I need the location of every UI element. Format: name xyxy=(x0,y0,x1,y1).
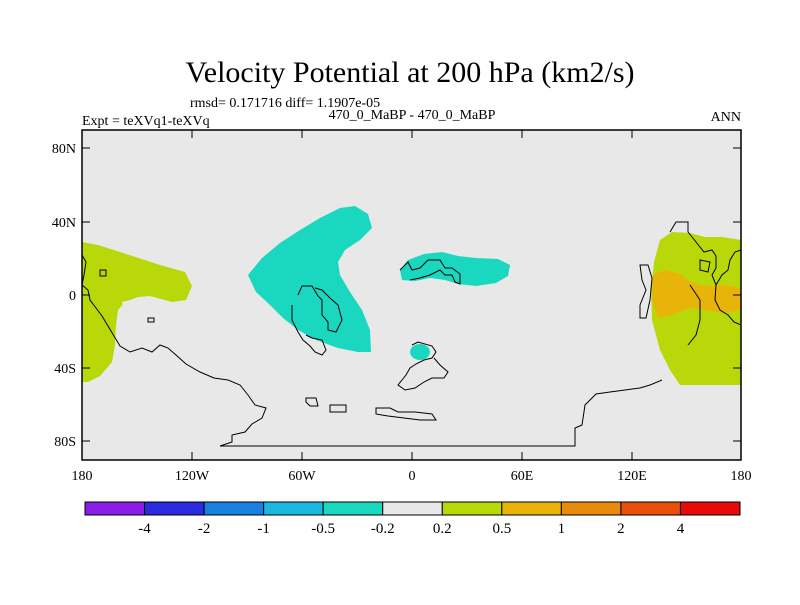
colorbar-swatch xyxy=(144,501,205,516)
coastline-india xyxy=(397,341,449,391)
colorbar-swatch xyxy=(620,501,681,516)
coastline-asia xyxy=(399,259,461,285)
colorbar-label: 0.5 xyxy=(492,521,511,537)
colorbar-label: -2 xyxy=(198,521,211,537)
coastline-americas xyxy=(81,254,267,447)
coastline-australia-east xyxy=(639,264,653,319)
y-tick-label: 80N xyxy=(52,142,76,157)
map-title: Velocity Potential at 200 hPa (km2/s) xyxy=(185,56,634,89)
colorbar-swatch xyxy=(441,501,503,516)
x-tick-label: 60W xyxy=(288,469,316,484)
coastline-antarctica xyxy=(220,379,663,447)
colorbar-label: 1 xyxy=(558,521,566,537)
case-label: 470_0_MaBP - 470_0_MaBP xyxy=(329,108,496,123)
coastline-africa xyxy=(291,285,343,356)
colorbar-label: 0.2 xyxy=(433,521,452,537)
x-tick-labels: 180 120W 60W 0 60E 120E 180 xyxy=(72,469,752,484)
colorbar-label: -0.5 xyxy=(311,521,335,537)
colorbar: -4 -2 -1 -0.5 -0.2 0.2 0.5 1 2 4 xyxy=(84,501,741,537)
y-tick-labels: 80N 40N 0 40S 80S xyxy=(52,142,76,450)
coastline-pacific xyxy=(669,221,742,346)
coastline-island-1 xyxy=(305,397,347,413)
colorbar-swatch xyxy=(263,501,324,516)
x-tick-label: 60E xyxy=(511,469,534,484)
stats-label: rmsd= 0.171716 diff= 1.1907e-05 xyxy=(190,96,380,111)
x-tick-label: 120E xyxy=(617,469,647,484)
expt-label: Expt = teXVq1-teXVq xyxy=(82,114,210,129)
x-tick-label: 120W xyxy=(175,469,210,484)
negative-spot-south xyxy=(410,344,430,360)
y-tick-label: 40N xyxy=(52,216,76,231)
positive-region-west xyxy=(82,242,192,382)
colorbar-label: 4 xyxy=(677,521,685,537)
colorbar-label: 2 xyxy=(617,521,625,537)
x-tick-label: 0 xyxy=(409,469,416,484)
colorbar-swatch xyxy=(203,501,265,516)
y-tick-label: 40S xyxy=(54,362,76,377)
colorbar-swatch xyxy=(560,501,622,516)
colorbar-swatch xyxy=(84,501,146,516)
x-tick-label: 180 xyxy=(731,469,752,484)
colorbar-swatch xyxy=(322,501,384,516)
axis-tick-marks xyxy=(82,130,741,460)
coastline-tiny-island xyxy=(147,317,155,323)
colorbar-label: -4 xyxy=(138,521,151,537)
colorbar-label: -0.2 xyxy=(371,521,395,537)
map-background xyxy=(82,130,741,460)
season-label: ANN xyxy=(711,110,741,125)
colorbar-swatch xyxy=(382,501,443,516)
coastline-island-2 xyxy=(375,407,437,421)
colorbar-swatch xyxy=(679,501,741,516)
coastlines xyxy=(81,221,742,447)
y-tick-label: 0 xyxy=(69,289,76,304)
contour-fills xyxy=(82,206,741,385)
colorbar-label: -1 xyxy=(257,521,270,537)
colorbar-swatch xyxy=(501,501,562,516)
y-tick-label: 80S xyxy=(54,435,76,450)
x-tick-label: 180 xyxy=(72,469,93,484)
